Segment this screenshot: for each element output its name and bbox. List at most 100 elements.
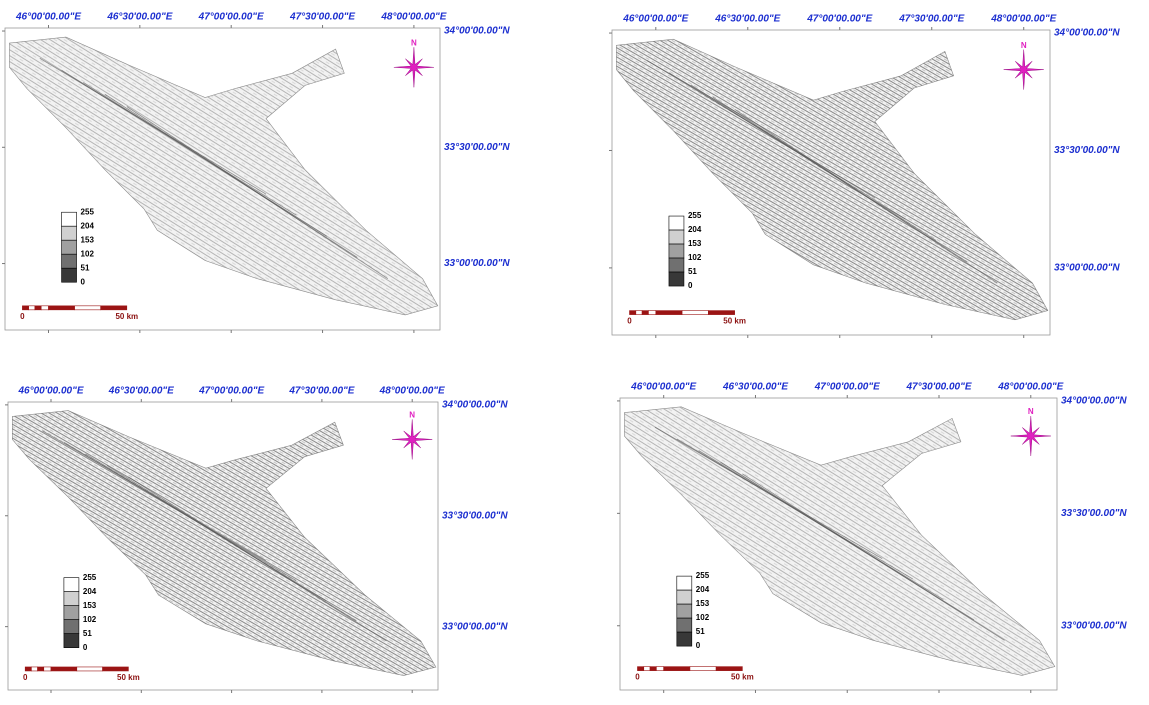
legend-swatch	[62, 212, 77, 226]
map-panel: 46°00'00.00"E 46°30'00.00"E 47°00'00.00"E 4…	[5, 386, 508, 693]
latitude-label: 33°30'00.00"N	[442, 510, 508, 521]
latitude-label: 33°00'00.00"N	[442, 621, 508, 632]
longitude-label: 47°00'00.00"E	[198, 386, 264, 397]
legend-label: 255	[83, 573, 97, 582]
legend-label: 153	[688, 239, 702, 248]
longitude-label: 46°00'00.00"E	[630, 382, 696, 393]
scale-segment	[22, 306, 28, 310]
legend-label: 204	[696, 585, 710, 594]
longitude-label: 46°30'00.00"E	[722, 382, 788, 393]
scale-label: 0	[23, 673, 28, 682]
scale-label: 0	[635, 673, 640, 682]
longitude-label: 47°00'00.00"E	[198, 12, 264, 23]
legend-swatch	[669, 272, 684, 286]
legend-label: 204	[83, 587, 97, 596]
legend-swatch	[62, 226, 77, 240]
longitude-label: 47°30'00.00"E	[898, 14, 964, 25]
map-panel: 46°00'00.00"E 46°30'00.00"E 47°00'00.00"E 4…	[617, 382, 1127, 693]
scale-segment	[656, 667, 663, 671]
scale-segment	[636, 311, 642, 315]
scale-label: 0	[20, 312, 25, 321]
legend-label: 255	[688, 211, 702, 220]
scale-segment	[41, 306, 48, 310]
figure: 46°00'00.00"E 46°30'00.00"E 47°00'00.00"E 4…	[0, 0, 1149, 700]
longitude-label: 46°30'00.00"E	[108, 386, 174, 397]
legend-label: 204	[81, 221, 95, 230]
legend-label: 102	[688, 253, 702, 262]
legend-swatch	[677, 604, 692, 618]
longitude-label: 46°00'00.00"E	[17, 386, 83, 397]
latitude-label: 33°30'00.00"N	[444, 142, 510, 153]
legend-swatch	[62, 240, 77, 254]
legend-label: 153	[81, 235, 95, 244]
legend-swatch	[64, 606, 79, 620]
scale-segment	[25, 667, 31, 671]
legend-swatch	[669, 258, 684, 272]
scale-segment	[690, 667, 716, 671]
north-label: N	[1028, 407, 1034, 416]
longitude-label: 46°30'00.00"E	[106, 12, 172, 23]
longitude-label: 47°00'00.00"E	[806, 14, 872, 25]
legend-label: 255	[81, 207, 95, 216]
legend-label: 51	[83, 629, 92, 638]
legend-swatch	[677, 576, 692, 590]
map-panel: 46°00'00.00"E 46°30'00.00"E 47°00'00.00"E 4…	[609, 14, 1120, 338]
scale-segment	[103, 667, 129, 671]
latitude-label: 33°00'00.00"N	[1061, 620, 1127, 631]
scale-segment	[642, 311, 648, 315]
scale-segment	[101, 306, 127, 310]
scale-segment	[648, 311, 655, 315]
longitude-label: 47°00'00.00"E	[814, 382, 880, 393]
scale-segment	[664, 667, 690, 671]
legend-swatch	[677, 590, 692, 604]
scale-segment	[682, 311, 708, 315]
north-label: N	[1021, 41, 1027, 50]
legend-label: 204	[688, 225, 702, 234]
latitude-label: 34°00'00.00"N	[1054, 28, 1120, 39]
longitude-label: 48°00'00.00"E	[379, 386, 445, 397]
longitude-label: 47°30'00.00"E	[905, 382, 971, 393]
latitude-label: 33°30'00.00"N	[1054, 145, 1120, 156]
scale-segment	[51, 667, 77, 671]
legend-label: 153	[83, 601, 97, 610]
legend-label: 255	[696, 571, 710, 580]
scale-segment	[44, 667, 51, 671]
scale-label: 50 km	[117, 673, 140, 682]
legend-label: 51	[688, 267, 697, 276]
legend-label: 102	[81, 249, 95, 258]
legend-swatch	[62, 268, 77, 282]
legend-label: 102	[696, 613, 710, 622]
north-label: N	[411, 38, 417, 47]
legend-label: 0	[81, 277, 86, 286]
scale-segment	[708, 311, 734, 315]
scale-segment	[31, 667, 37, 671]
scale-segment	[644, 667, 650, 671]
longitude-label: 47°30'00.00"E	[288, 386, 354, 397]
scale-label: 50 km	[115, 312, 138, 321]
scale-segment	[656, 311, 682, 315]
scale-segment	[38, 667, 44, 671]
scale-label: 0	[627, 317, 632, 326]
scale-segment	[75, 306, 101, 310]
legend-swatch	[677, 618, 692, 632]
legend-swatch	[62, 254, 77, 268]
legend-label: 0	[696, 641, 701, 650]
legend-swatch	[64, 578, 79, 592]
scale-label: 50 km	[731, 673, 754, 682]
latitude-label: 34°00'00.00"N	[444, 26, 510, 37]
longitude-label: 48°00'00.00"E	[380, 12, 446, 23]
longitude-label: 47°30'00.00"E	[289, 12, 355, 23]
scale-label: 50 km	[723, 317, 746, 326]
legend-label: 102	[83, 615, 97, 624]
latitude-label: 33°00'00.00"N	[444, 258, 510, 269]
longitude-label: 46°30'00.00"E	[714, 14, 780, 25]
scale-segment	[716, 667, 742, 671]
latitude-label: 34°00'00.00"N	[1061, 396, 1127, 407]
longitude-label: 46°00'00.00"E	[622, 14, 688, 25]
scale-segment	[650, 667, 656, 671]
legend-swatch	[677, 632, 692, 646]
legend-swatch	[64, 620, 79, 634]
legend-swatch	[64, 592, 79, 606]
latitude-label: 33°00'00.00"N	[1054, 263, 1120, 274]
